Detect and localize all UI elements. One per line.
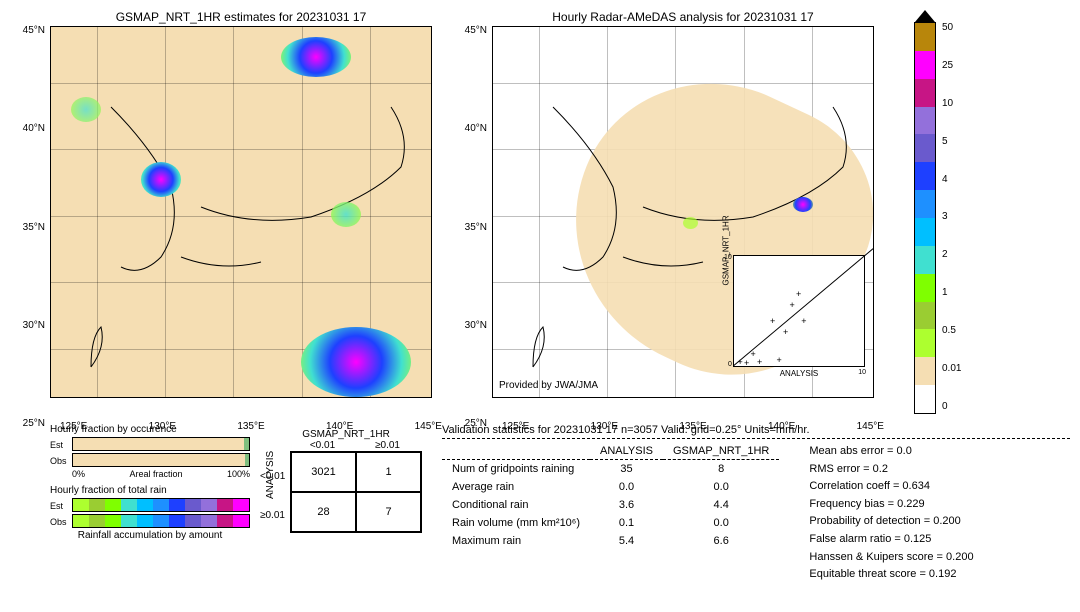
- right-map: GSMAP_NRT_1HR ANALYSIS ++++++++++ 10 0 1…: [492, 26, 874, 398]
- ct-cell: 3021: [291, 452, 356, 492]
- left-map-lat-axis: 45°N 40°N 35°N 30°N 25°N: [15, 10, 45, 444]
- colorbar-labels: 502510543210.50.010: [942, 22, 961, 412]
- provided-label: Provided by JWA/JMA: [499, 380, 598, 391]
- occurrence-obs-bar: [72, 453, 250, 467]
- stats-metrics: Mean abs error = 0.0RMS error = 0.2Corre…: [809, 443, 973, 584]
- stats-section: Validation statistics for 20231031 17 n=…: [442, 424, 1070, 584]
- contingency-table: GSMAP_NRT_1HR <0.01 ≥0.01 3021 1 28 7 AN…: [270, 429, 422, 533]
- scatter-xlabel: ANALYSIS: [734, 369, 864, 378]
- right-map-panel: Hourly Radar-AMeDAS analysis for 2023103…: [492, 10, 874, 414]
- right-map-lat-axis: 45°N 40°N 35°N 30°N 25°N: [457, 10, 487, 444]
- colorbar-arrow-icon: [915, 10, 935, 22]
- occurrence-est-bar: [72, 437, 250, 451]
- scatter-ylabel: GSMAP_NRT_1HR: [722, 215, 731, 285]
- left-map-panel: GSMAP_NRT_1HR estimates for 20231031 17: [50, 10, 432, 414]
- left-map-title: GSMAP_NRT_1HR estimates for 20231031 17: [50, 10, 432, 24]
- colorbar: 502510543210.50.010: [914, 10, 961, 414]
- occurrence-section: Hourly fraction by occurence Est Obs 0% …: [50, 424, 250, 543]
- right-map-lon-axis: 125°E 130°E 135°E 140°E 145°E: [492, 421, 894, 432]
- ct-cell: 1: [356, 452, 421, 492]
- stats-table: ANALYSISGSMAP_NRT_1HR Num of gridpoints …: [442, 443, 779, 584]
- ct-cell: 7: [356, 492, 421, 532]
- total-rain-title: Hourly fraction of total rain: [50, 485, 250, 496]
- left-map: [50, 26, 432, 398]
- total-rain-est-bar: [72, 498, 250, 512]
- total-rain-obs-bar: [72, 514, 250, 528]
- right-map-title: Hourly Radar-AMeDAS analysis for 2023103…: [492, 10, 874, 24]
- ct-cell: 28: [291, 492, 356, 532]
- scatter-inset: GSMAP_NRT_1HR ANALYSIS ++++++++++ 10 0 1…: [733, 255, 865, 367]
